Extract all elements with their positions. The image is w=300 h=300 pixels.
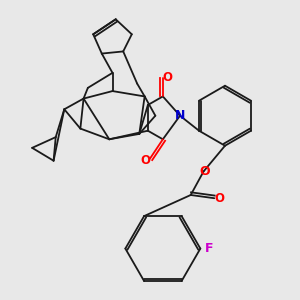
Text: F: F bbox=[205, 242, 213, 255]
Text: N: N bbox=[175, 109, 185, 122]
Text: O: O bbox=[199, 165, 210, 178]
Text: O: O bbox=[214, 192, 225, 205]
Text: O: O bbox=[162, 70, 172, 84]
Text: O: O bbox=[141, 154, 151, 167]
